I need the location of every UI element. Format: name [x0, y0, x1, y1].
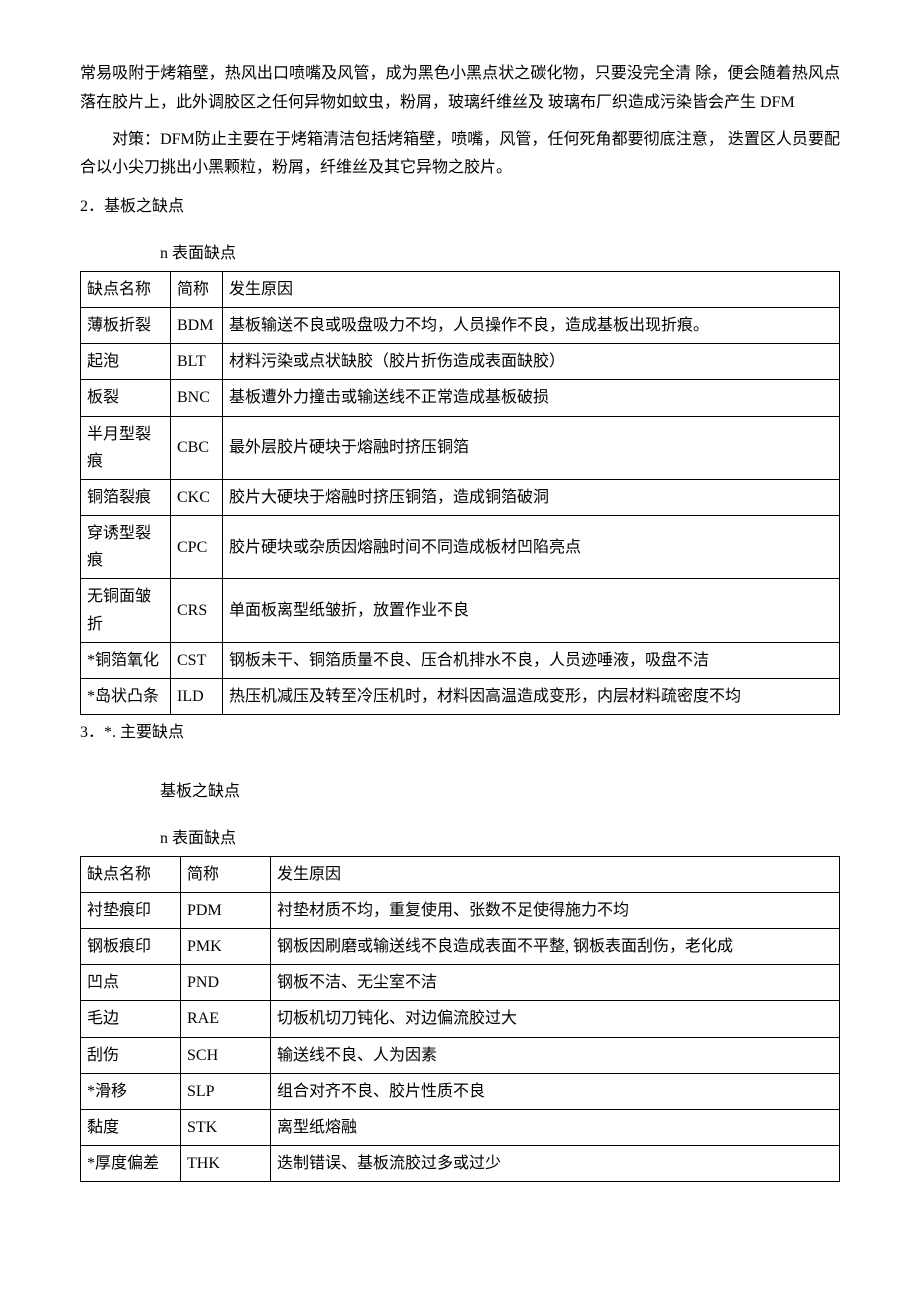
cell-abbr: BNC	[171, 380, 223, 416]
cell-cause: 胶片硬块或杂质因熔融时间不同造成板材凹陷亮点	[223, 516, 840, 579]
cell-cause: 组合对齐不良、胶片性质不良	[271, 1073, 840, 1109]
table-row: 黏度 STK 离型纸熔融	[81, 1109, 840, 1145]
table-row: *铜箔氧化 CST 钢板未干、铜箔质量不良、压合机排水不良，人员迹唾液，吸盘不洁	[81, 642, 840, 678]
cell-name: *滑移	[81, 1073, 181, 1109]
defect-table-1: 缺点名称 简称 发生原因 薄板折裂 BDM 基板输送不良或吸盘吸力不均，人员操作…	[80, 271, 840, 715]
cell-abbr: SLP	[181, 1073, 271, 1109]
cell-cause: 胶片大硬块于熔融时挤压铜箔，造成铜箔破洞	[223, 479, 840, 515]
table-row: 板裂 BNC 基板遭外力撞击或输送线不正常造成基板破损	[81, 380, 840, 416]
cell-cause: 材料污染或点状缺胶（胶片折伤造成表面缺胶）	[223, 344, 840, 380]
cell-abbr: PMK	[181, 928, 271, 964]
cell-abbr: CPC	[171, 516, 223, 579]
cell-cause: 迭制错误、基板流胶过多或过少	[271, 1146, 840, 1182]
cell-cause: 最外层胶片硬块于熔融时挤压铜箔	[223, 416, 840, 479]
intro-paragraph-2: 对策：DFM防止主要在于烤箱清洁包括烤箱壁，喷嘴，风管，任何死角都要彻底注意， …	[80, 126, 840, 184]
cell-name: 穿诱型裂痕	[81, 516, 171, 579]
defect-table-2: 缺点名称 简称 发生原因 衬垫痕印 PDM 衬垫材质不均，重复使用、张数不足使得…	[80, 856, 840, 1183]
cell-name: *岛状凸条	[81, 679, 171, 715]
cell-cause: 衬垫材质不均，重复使用、张数不足使得施力不均	[271, 892, 840, 928]
table-row: 起泡 BLT 材料污染或点状缺胶（胶片折伤造成表面缺胶）	[81, 344, 840, 380]
cell-abbr: PND	[181, 965, 271, 1001]
table-row: 钢板痕印 PMK 钢板因刷磨或输送线不良造成表面不平整, 钢板表面刮伤，老化成	[81, 928, 840, 964]
section-2-sublabel: n 表面缺点	[160, 240, 840, 269]
intro-paragraph-1: 常易吸附于烤箱壁，热风出口喷嘴及风管，成为黑色小黑点状之碳化物，只要没完全清 除…	[80, 60, 840, 118]
cell-name: 凹点	[81, 965, 181, 1001]
cell-cause: 钢板不洁、无尘室不洁	[271, 965, 840, 1001]
cell-cause: 钢板因刷磨或输送线不良造成表面不平整, 钢板表面刮伤，老化成	[271, 928, 840, 964]
header-name: 缺点名称	[81, 856, 181, 892]
cell-cause: 基板遭外力撞击或输送线不正常造成基板破损	[223, 380, 840, 416]
header-abbr: 简称	[171, 271, 223, 307]
cell-abbr: RAE	[181, 1001, 271, 1037]
table-header-row: 缺点名称 简称 发生原因	[81, 271, 840, 307]
table-row: 半月型裂痕 CBC 最外层胶片硬块于熔融时挤压铜箔	[81, 416, 840, 479]
cell-name: 无铜面皱折	[81, 579, 171, 642]
cell-cause: 热压机减压及转至冷压机时，材料因高温造成变形，内层材料疏密度不均	[223, 679, 840, 715]
cell-abbr: BLT	[171, 344, 223, 380]
cell-abbr: THK	[181, 1146, 271, 1182]
cell-name: 毛边	[81, 1001, 181, 1037]
cell-name: 刮伤	[81, 1037, 181, 1073]
header-cause: 发生原因	[223, 271, 840, 307]
cell-abbr: CST	[171, 642, 223, 678]
section-3-sublabel: n 表面缺点	[160, 825, 840, 854]
cell-name: 薄板折裂	[81, 307, 171, 343]
cell-name: 起泡	[81, 344, 171, 380]
cell-cause: 离型纸熔融	[271, 1109, 840, 1145]
table-row: 刮伤 SCH 输送线不良、人为因素	[81, 1037, 840, 1073]
cell-name: 板裂	[81, 380, 171, 416]
table-row: 衬垫痕印 PDM 衬垫材质不均，重复使用、张数不足使得施力不均	[81, 892, 840, 928]
table-row: 毛边 RAE 切板机切刀钝化、对边偏流胶过大	[81, 1001, 840, 1037]
table-header-row: 缺点名称 简称 发生原因	[81, 856, 840, 892]
cell-cause: 切板机切刀钝化、对边偏流胶过大	[271, 1001, 840, 1037]
table-row: 薄板折裂 BDM 基板输送不良或吸盘吸力不均，人员操作不良，造成基板出现折痕。	[81, 307, 840, 343]
cell-name: *厚度偏差	[81, 1146, 181, 1182]
cell-abbr: ILD	[171, 679, 223, 715]
cell-cause: 钢板未干、铜箔质量不良、压合机排水不良，人员迹唾液，吸盘不洁	[223, 642, 840, 678]
cell-name: 衬垫痕印	[81, 892, 181, 928]
table-row: *岛状凸条 ILD 热压机减压及转至冷压机时，材料因高温造成变形，内层材料疏密度…	[81, 679, 840, 715]
cell-abbr: SCH	[181, 1037, 271, 1073]
header-abbr: 简称	[181, 856, 271, 892]
cell-abbr: BDM	[171, 307, 223, 343]
cell-abbr: CKC	[171, 479, 223, 515]
cell-name: 黏度	[81, 1109, 181, 1145]
table-row: 穿诱型裂痕 CPC 胶片硬块或杂质因熔融时间不同造成板材凹陷亮点	[81, 516, 840, 579]
cell-name: 铜箔裂痕	[81, 479, 171, 515]
section-2-note: 3．*. 主要缺点	[80, 719, 840, 748]
table-row: 铜箔裂痕 CKC 胶片大硬块于熔融时挤压铜箔，造成铜箔破洞	[81, 479, 840, 515]
table-row: *滑移 SLP 组合对齐不良、胶片性质不良	[81, 1073, 840, 1109]
cell-name: 钢板痕印	[81, 928, 181, 964]
section-2-heading: 2．基板之缺点	[80, 193, 840, 222]
header-name: 缺点名称	[81, 271, 171, 307]
cell-cause: 基板输送不良或吸盘吸力不均，人员操作不良，造成基板出现折痕。	[223, 307, 840, 343]
table-row: 凹点 PND 钢板不洁、无尘室不洁	[81, 965, 840, 1001]
cell-abbr: CRS	[171, 579, 223, 642]
cell-cause: 输送线不良、人为因素	[271, 1037, 840, 1073]
cell-cause: 单面板离型纸皱折，放置作业不良	[223, 579, 840, 642]
cell-abbr: STK	[181, 1109, 271, 1145]
cell-abbr: PDM	[181, 892, 271, 928]
section-3-title: 基板之缺点	[160, 778, 840, 807]
cell-abbr: CBC	[171, 416, 223, 479]
table-row: *厚度偏差 THK 迭制错误、基板流胶过多或过少	[81, 1146, 840, 1182]
cell-name: *铜箔氧化	[81, 642, 171, 678]
header-cause: 发生原因	[271, 856, 840, 892]
table-row: 无铜面皱折 CRS 单面板离型纸皱折，放置作业不良	[81, 579, 840, 642]
cell-name: 半月型裂痕	[81, 416, 171, 479]
